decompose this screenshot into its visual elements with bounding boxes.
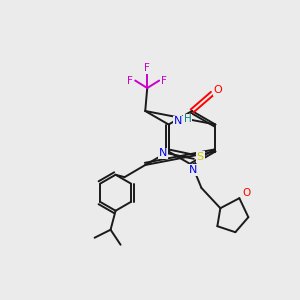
- Text: N: N: [173, 116, 182, 127]
- Text: F: F: [127, 76, 133, 85]
- Text: N: N: [158, 148, 167, 158]
- Text: S: S: [197, 152, 204, 162]
- Text: H: H: [184, 115, 191, 124]
- Text: O: O: [214, 85, 223, 95]
- Text: F: F: [161, 76, 167, 85]
- Text: N: N: [189, 165, 197, 175]
- Text: F: F: [144, 63, 150, 73]
- Text: O: O: [242, 188, 250, 198]
